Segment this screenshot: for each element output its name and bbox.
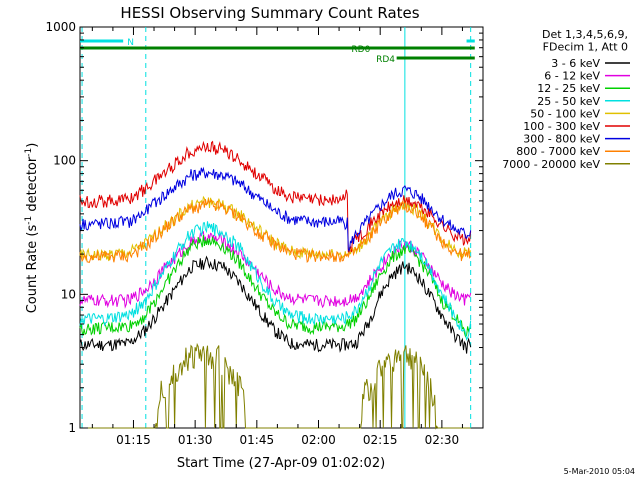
series-line-6: [79, 166, 472, 254]
x-tick-label-5: 02:30: [425, 433, 460, 447]
legend-label-7: 800 - 7000 keV: [516, 145, 600, 158]
x-tick-label-2: 01:45: [240, 433, 275, 447]
plot-frame: [79, 26, 484, 429]
series-line-1: [79, 230, 472, 309]
legend-header-0: Det 1,3,4,5,6,9,: [542, 28, 628, 41]
x-tick-label-0: 01:15: [116, 433, 151, 447]
legend: Det 1,3,4,5,6,9,FDecim 1, Att 0 3 - 6 keV…: [502, 28, 630, 171]
chart-title: HESSI Observing Summary Count Rates: [120, 4, 419, 22]
x-axis-label: Start Time (27-Apr-09 01:02:02): [177, 456, 385, 471]
state-bar-label-1: RD0: [351, 45, 370, 55]
x-tick-label-4: 02:15: [363, 433, 398, 447]
footer-timestamp: 5-Mar-2010 05:04: [564, 467, 635, 476]
state-bars: N RD0 RD4: [80, 38, 475, 65]
legend-label-1: 6 - 12 keV: [544, 70, 600, 83]
x-tick-label-3: 02:00: [301, 433, 336, 447]
legend-header-1: FDecim 1, Att 0: [543, 41, 628, 54]
x-tick-label-1: 01:30: [178, 433, 213, 447]
series-line-2: [79, 234, 471, 338]
series-lines: [79, 140, 472, 430]
legend-label-0: 3 - 6 keV: [551, 57, 600, 70]
y-axis-label: Count Rate (s-1 detector-1): [24, 143, 40, 314]
state-bar-label-2: RD4: [376, 55, 395, 65]
legend-label-6: 300 - 800 keV: [523, 133, 600, 146]
legend-label-3: 25 - 50 keV: [537, 95, 600, 108]
axes: 01:15 01:30 01:45 02:00 02:15 02:30 1 10 100 1000: [45, 20, 483, 447]
y-axis-label-mid: detector: [25, 156, 40, 216]
legend-label-8: 7000 - 20000 keV: [502, 158, 600, 171]
y-axis-label-sup1: -1: [24, 216, 34, 225]
series-line-7: [79, 198, 472, 264]
series-line-3: [79, 221, 472, 341]
y-tick-label-2: 100: [53, 154, 76, 168]
series-line-5: [79, 140, 472, 253]
state-bar-label-0: N: [127, 38, 134, 48]
legend-label-2: 12 - 25 keV: [537, 82, 600, 95]
series-line-0: [79, 255, 472, 354]
y-tick-label-3: 1000: [45, 20, 76, 34]
y-axis-label-end: ): [25, 143, 40, 148]
y-tick-label-0: 1: [68, 421, 76, 435]
legend-label-5: 100 - 300 keV: [523, 120, 600, 133]
y-tick-label-1: 10: [61, 287, 76, 301]
y-axis-label-text: Count Rate (s: [25, 225, 40, 314]
legend-label-4: 50 - 100 keV: [530, 107, 600, 120]
y-axis-label-sup2: -1: [24, 148, 34, 157]
series-line-8: [80, 342, 471, 430]
